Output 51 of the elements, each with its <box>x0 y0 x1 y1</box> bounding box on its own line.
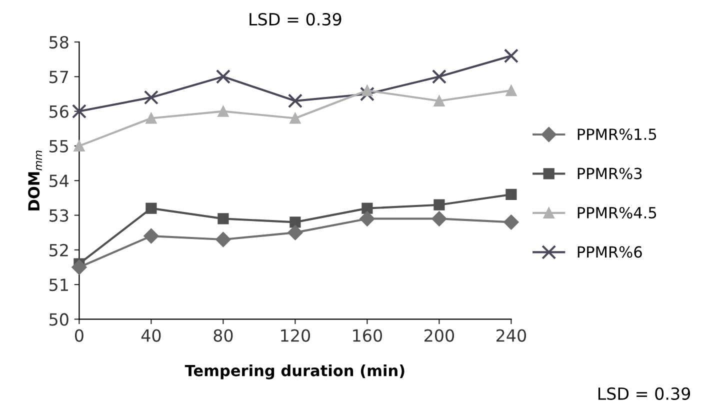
x-tick-label: 200 <box>424 329 454 342</box>
point <box>74 140 85 152</box>
point <box>72 104 86 119</box>
y-tick-label: 53 <box>50 209 68 222</box>
point <box>504 48 518 64</box>
y-tick-label: 52 <box>50 244 68 256</box>
point <box>288 94 302 108</box>
point <box>218 106 229 117</box>
point <box>146 202 157 214</box>
point <box>290 112 301 124</box>
point <box>216 69 230 84</box>
y-tick-label: 54 <box>50 174 69 188</box>
y-tick-label: 56 <box>50 105 68 118</box>
x-tick-label: 40 <box>141 329 161 342</box>
legend-label: PPMR%1.5 <box>578 128 656 140</box>
legend-label: PPMR%4.5 <box>578 206 656 219</box>
y-tick-label: 55 <box>50 140 68 153</box>
point <box>504 214 519 230</box>
point <box>506 188 517 200</box>
legend-label: PPMR%3 <box>578 168 642 180</box>
x-tick-label: 160 <box>353 329 382 342</box>
chart-title: LSD = 0.39 <box>250 12 342 26</box>
x-tick-label: 240 <box>496 329 526 342</box>
point <box>218 213 229 224</box>
x-tick-label: 80 <box>214 329 233 342</box>
legend-label: PPMR%6 <box>578 246 642 258</box>
y-axis-title: DOM$_{mm}$ <box>28 150 42 210</box>
x-tick-label: 0 <box>74 329 84 342</box>
y-tick-label: 51 <box>50 278 68 292</box>
point <box>362 202 373 214</box>
point <box>506 84 517 96</box>
x-tick-label: 120 <box>281 329 310 342</box>
point <box>288 225 303 240</box>
point <box>434 199 445 210</box>
point <box>290 216 301 228</box>
point <box>434 95 445 106</box>
point <box>146 112 157 124</box>
y-tick-label: 58 <box>50 36 68 49</box>
point <box>144 228 159 244</box>
point <box>360 86 374 102</box>
y-tick-label: 50 <box>50 313 68 326</box>
point <box>432 211 447 226</box>
point <box>144 90 158 105</box>
point <box>360 211 375 226</box>
point <box>362 84 373 96</box>
x-axis-title: Tempering duration (min) <box>184 364 404 380</box>
text: LSD = 0.39 <box>598 387 690 400</box>
point <box>72 260 87 275</box>
y-tick-label: 57 <box>50 70 68 84</box>
point <box>432 69 446 84</box>
point <box>216 232 231 248</box>
